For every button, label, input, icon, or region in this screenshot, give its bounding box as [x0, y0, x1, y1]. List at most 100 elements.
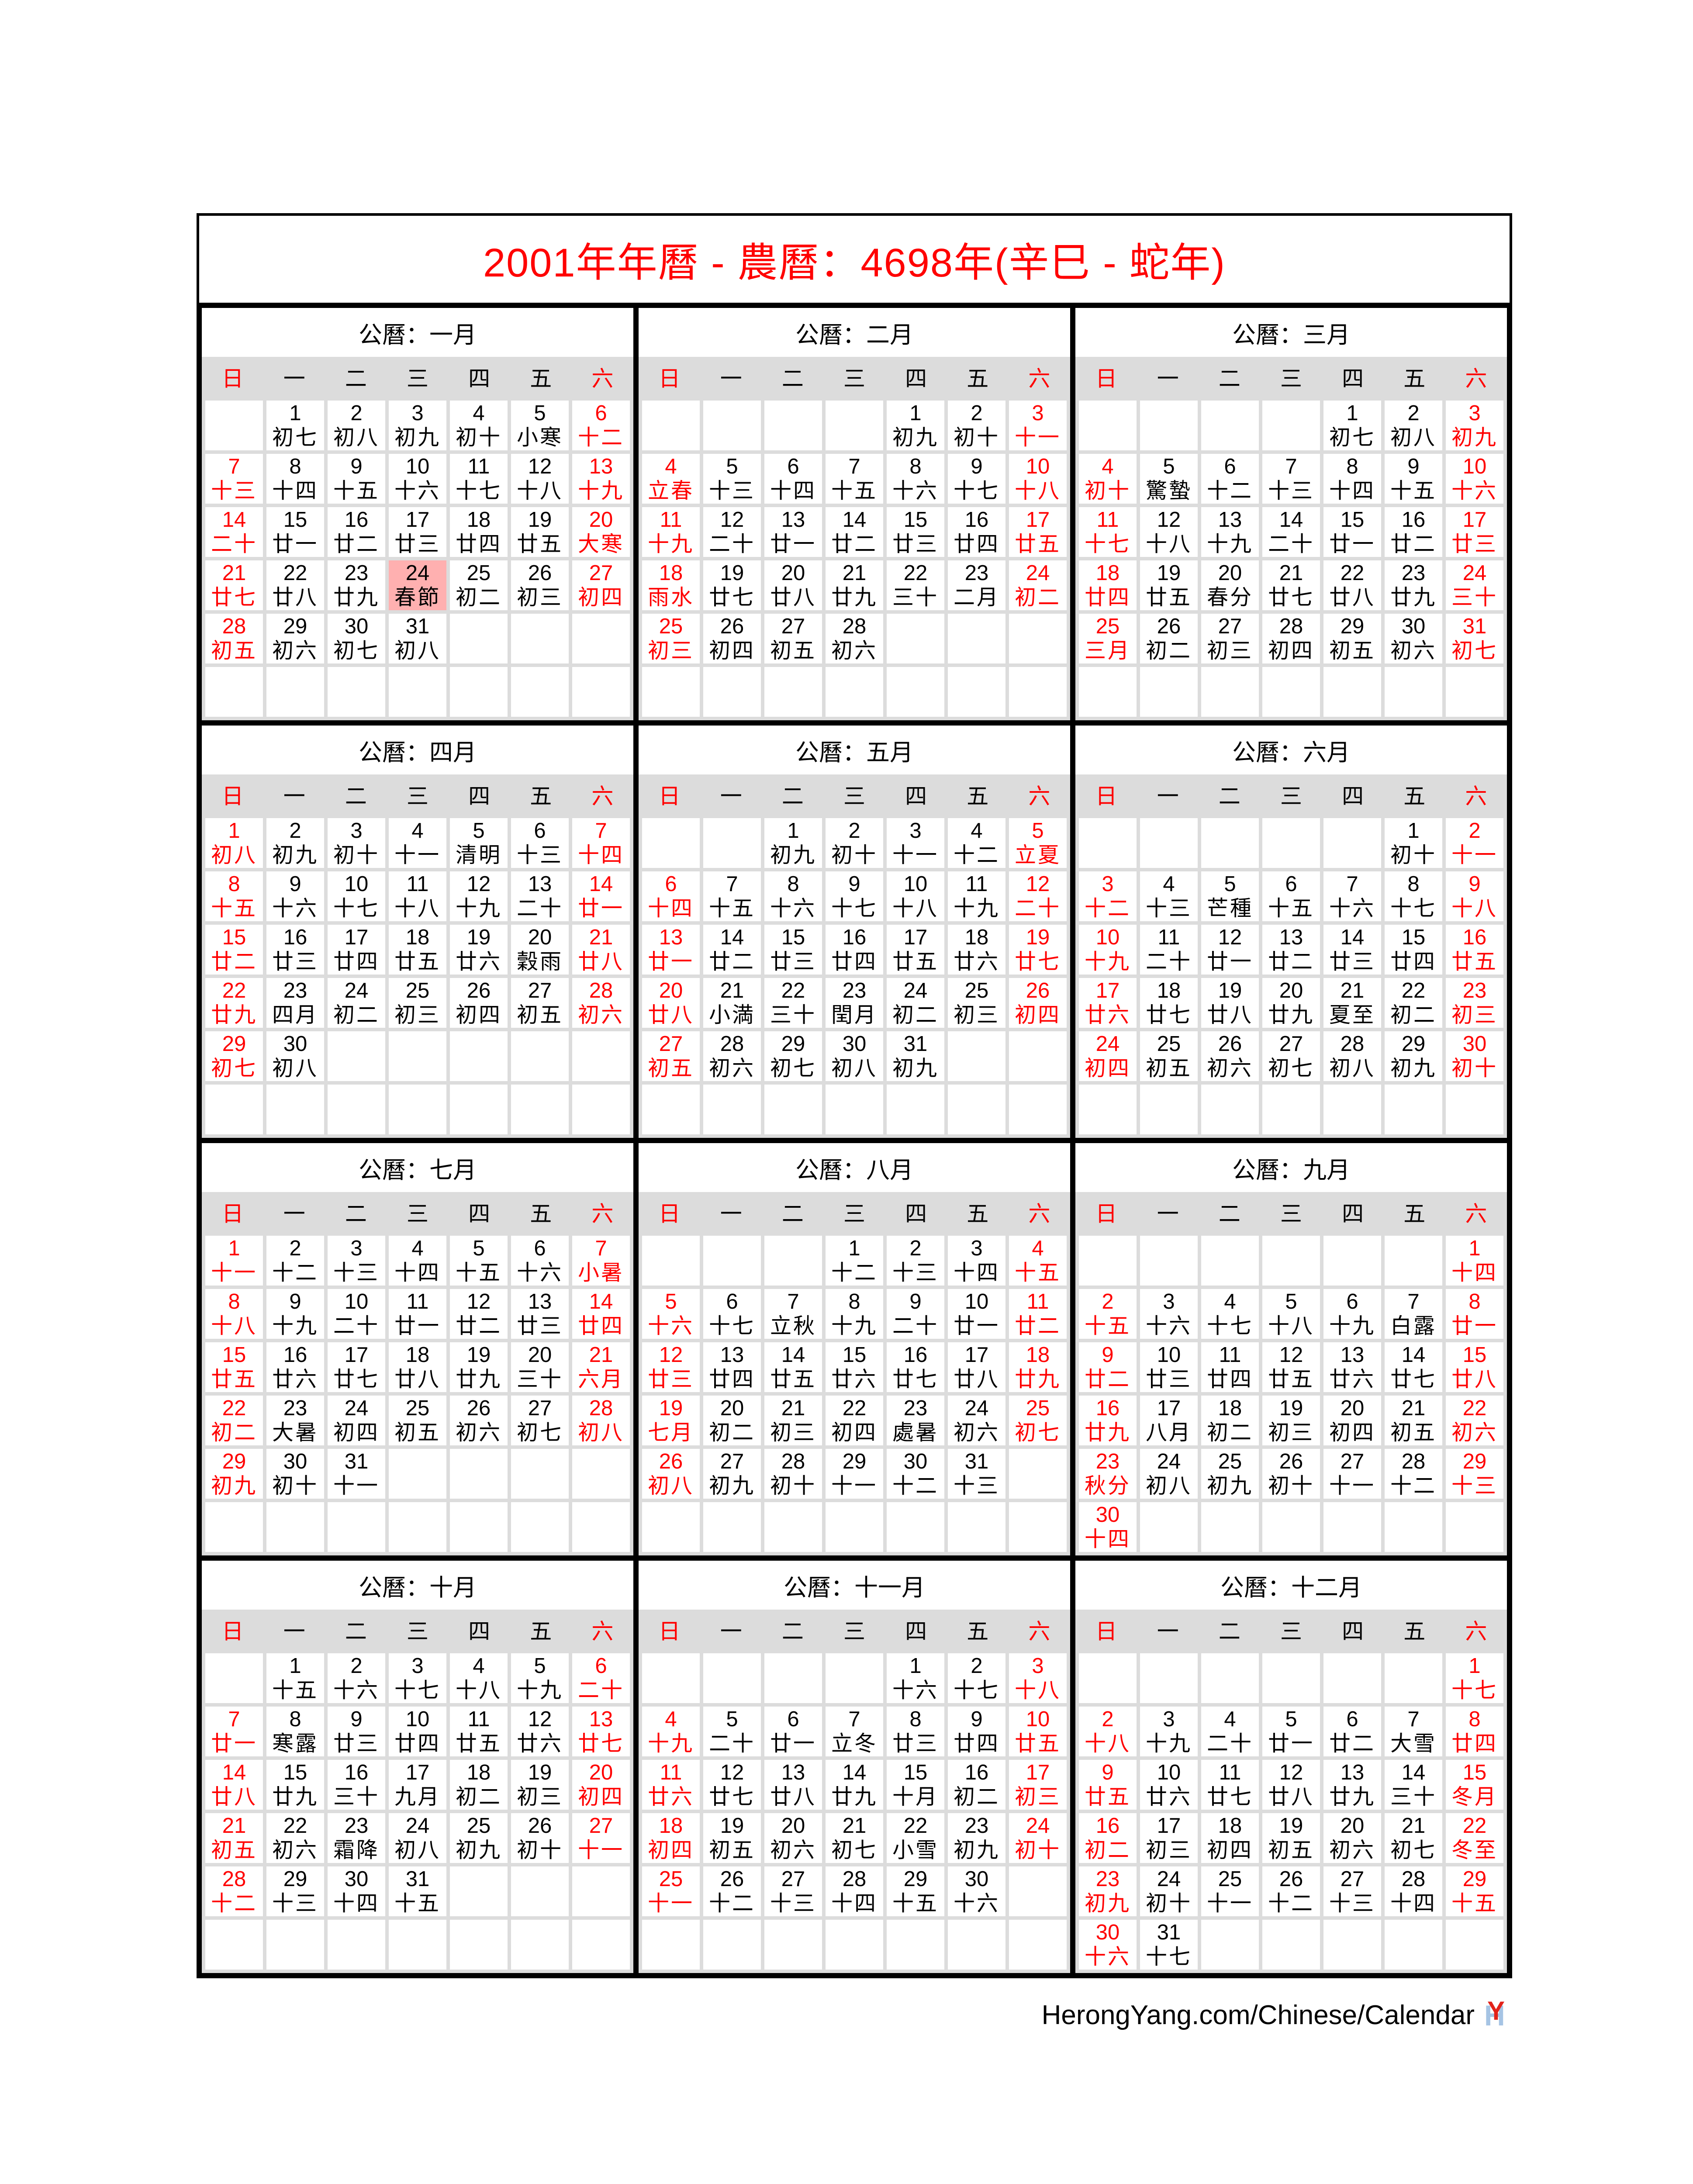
day-number: 1	[909, 1654, 922, 1678]
day-cell: 21 初三	[764, 1396, 822, 1445]
day-number: 12	[1279, 1343, 1303, 1367]
day-cell: 11 廿二	[1009, 1289, 1067, 1339]
day-cell-empty	[1262, 1236, 1320, 1286]
lunar-label: 廿二	[1014, 1314, 1061, 1338]
day-cell-empty	[1201, 818, 1259, 868]
day-cell: 25 十一	[642, 1866, 700, 1916]
day-cell: 15 廿三	[887, 507, 944, 557]
day-cell-empty	[1262, 667, 1320, 717]
day-number: 20	[1218, 561, 1242, 585]
lunar-label: 初二	[1145, 639, 1192, 663]
day-number: 28	[589, 1396, 613, 1420]
lunar-label: 初六	[1206, 1057, 1253, 1080]
day-cell: 13 廿九	[1323, 1760, 1381, 1810]
day-cell-empty	[642, 1920, 700, 1970]
lunar-label: 十一	[1206, 1892, 1253, 1915]
lunar-label: 十八	[455, 1679, 502, 1702]
lunar-label: 初六	[953, 1421, 1000, 1444]
day-grid: 1 十六 2 十七 3 十八 4 十九 5 二十 6 廿一 7 立冬 8 廿三 9 廿四 10 廿五 11 廿六 12 廿七 1…	[639, 1650, 1070, 1973]
day-number: 3	[411, 401, 424, 425]
day-cell: 30 十六	[948, 1866, 1005, 1916]
lunar-label: 廿九	[272, 1785, 318, 1809]
day-cell: 1 十二	[826, 1236, 883, 1286]
day-cell: 10 十八	[1009, 454, 1067, 504]
lunar-label: 初八	[272, 1057, 318, 1080]
lunar-label: 初二	[1084, 1838, 1131, 1862]
lunar-label: 十四	[1390, 1892, 1437, 1915]
day-number: 30	[1462, 1032, 1487, 1056]
day-number: 5	[1224, 872, 1236, 896]
day-number: 22	[283, 1814, 308, 1838]
day-number: 16	[964, 508, 989, 532]
day-cell: 30 初六	[1385, 614, 1442, 663]
day-cell: 16 廿七	[887, 1342, 944, 1392]
day-number: 2	[1102, 1290, 1114, 1313]
day-cell: 8 十九	[826, 1289, 883, 1339]
lunar-label: 十六	[1451, 479, 1498, 503]
day-number: 30	[1095, 1503, 1120, 1527]
lunar-label: 十九	[1084, 950, 1131, 974]
footer-link[interactable]: HerongYang.com/Chinese/Calendar	[1041, 2000, 1475, 2030]
lunar-label: 廿二	[1084, 1368, 1131, 1391]
lunar-label: 廿五	[1084, 1785, 1131, 1809]
day-cell: 31 十五	[389, 1866, 446, 1916]
lunar-label: 廿七	[211, 586, 257, 609]
day-cell: 27 初五	[764, 614, 822, 663]
day-cell: 21 初七	[826, 1813, 883, 1863]
lunar-label: 廿一	[1451, 1314, 1498, 1338]
day-cell: 28 初八	[572, 1396, 630, 1445]
day-number: 19	[466, 926, 491, 949]
day-number: 17	[344, 1343, 369, 1367]
day-number: 14	[1279, 508, 1303, 532]
months-grid: 公曆：一月日一二三四五六 1 初七 2 初八 3 初九 4 初十 5 小寒 6 十二 7 十三 8 十四 9 十五 1…	[199, 305, 1510, 1976]
day-cell: 20 穀雨	[511, 925, 569, 975]
lunar-label: 十七	[953, 1679, 1000, 1702]
lunar-label: 十六	[1145, 1314, 1192, 1338]
day-number: 11	[965, 872, 988, 896]
day-number: 15	[222, 1343, 246, 1367]
day-cell: 24 初二	[887, 978, 944, 1028]
day-number: 10	[1095, 926, 1120, 949]
lunar-label: 十七	[333, 897, 380, 920]
lunar-label: 十九	[953, 897, 1000, 920]
day-cell: 24 初八	[1140, 1449, 1198, 1499]
day-cell: 3 十七	[389, 1653, 446, 1703]
lunar-label: 十三	[708, 479, 755, 503]
lunar-label: 十六	[892, 479, 939, 503]
lunar-label: 廿六	[1145, 1785, 1192, 1809]
weekday-label: 六	[591, 366, 614, 391]
lunar-label: 初二	[455, 586, 502, 609]
day-cell-empty	[1140, 1653, 1198, 1703]
day-number: 5	[473, 819, 485, 843]
day-number: 18	[1095, 561, 1120, 585]
day-cell-empty	[703, 1502, 761, 1552]
lunar-label: 廿四	[394, 1732, 441, 1755]
day-number: 7	[1407, 1290, 1420, 1313]
day-cell-empty	[1079, 667, 1137, 717]
day-cell: 20 廿八	[642, 978, 700, 1028]
month-block: 公曆：八月日一二三四五六 1 十二 2 十三 3 十四 4 十五 5 十六 6 十七 7 立秋 8 十九 9 二十 1…	[636, 1140, 1073, 1558]
lunar-label: 芒種	[1206, 897, 1253, 920]
day-cell-empty	[703, 818, 761, 868]
lunar-label: 十五	[333, 479, 380, 503]
day-number: 15	[1401, 926, 1426, 949]
day-cell-empty	[642, 667, 700, 717]
lunar-label: 初五	[647, 1057, 694, 1080]
weekday-label: 日	[221, 1202, 244, 1226]
day-cell-empty	[642, 401, 700, 450]
weekday-label: 日	[221, 366, 244, 391]
lunar-label: 十六	[1084, 1945, 1131, 1969]
lunar-label: 立夏	[1014, 843, 1061, 867]
day-number: 21	[842, 1814, 867, 1838]
day-number: 4	[1224, 1290, 1236, 1313]
lunar-label: 初四	[577, 586, 624, 609]
day-cell-empty	[572, 1085, 630, 1134]
lunar-label: 初二	[953, 1785, 1000, 1809]
day-cell: 12 十八	[511, 454, 569, 504]
day-cell: 8 廿四	[1446, 1707, 1503, 1756]
day-cell: 21 廿九	[826, 560, 883, 610]
lunar-label: 初八	[394, 1838, 441, 1862]
weekday-label: 五	[1403, 784, 1426, 809]
day-cell: 2 初十	[826, 818, 883, 868]
day-number: 11	[1219, 1343, 1241, 1367]
